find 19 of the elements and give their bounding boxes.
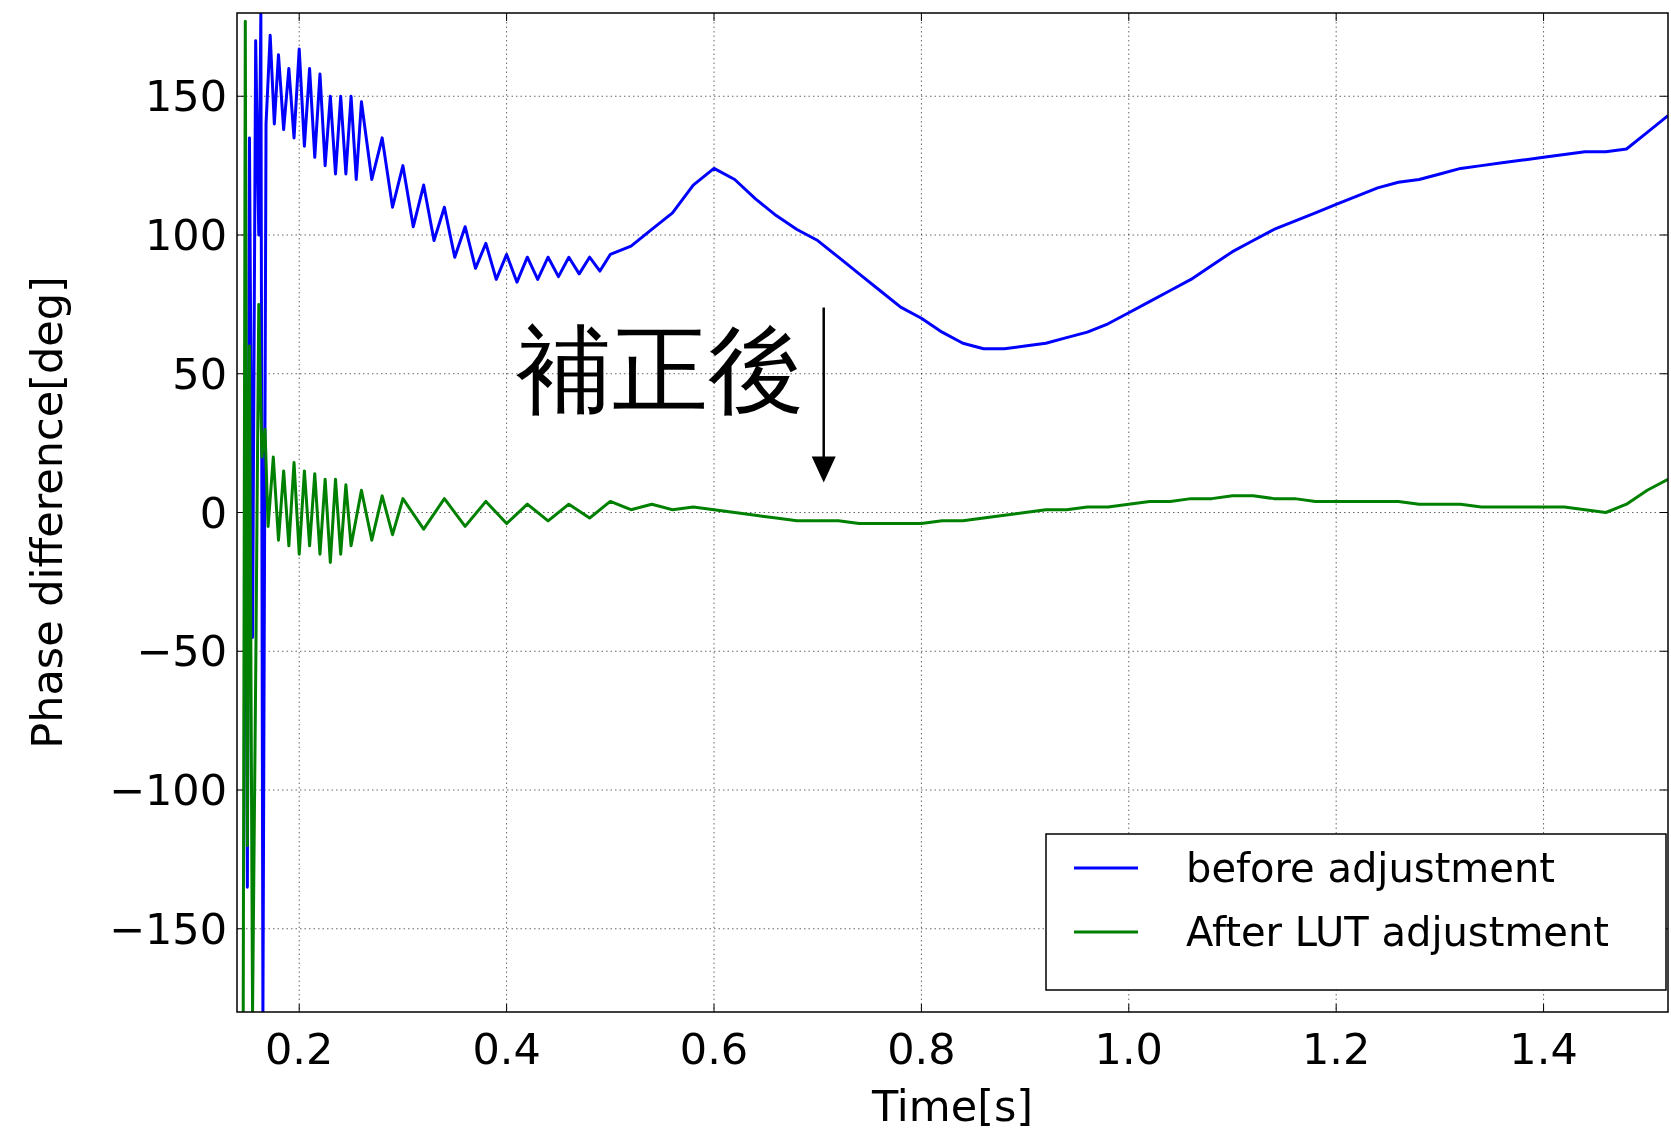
y-axis-title: Phase difference[deg]	[22, 276, 72, 749]
x-tick-label: 0.2	[265, 1024, 334, 1074]
y-tick-label: 0	[199, 487, 227, 538]
y-tick-label: 100	[144, 210, 227, 260]
legend-label: before adjustment	[1186, 845, 1555, 891]
y-tick-label: −100	[108, 765, 227, 815]
y-tick-label: 150	[144, 71, 227, 122]
y-tick-label: −150	[108, 903, 227, 954]
x-tick-label: 1.2	[1301, 1024, 1371, 1074]
y-tick-label: 50	[172, 348, 227, 399]
x-axis-title: Time[s]	[870, 1081, 1034, 1129]
x-tick-label: 0.6	[679, 1024, 749, 1074]
x-tick-label: 0.4	[472, 1024, 541, 1074]
y-tick-label: −50	[136, 626, 227, 677]
annotation: 補正後	[515, 313, 804, 426]
x-tick-label: 0.8	[887, 1024, 956, 1074]
x-tick-label: 1.0	[1094, 1024, 1163, 1074]
legend-label: After LUT adjustment	[1186, 909, 1609, 955]
x-tick-label: 1.4	[1509, 1024, 1578, 1074]
